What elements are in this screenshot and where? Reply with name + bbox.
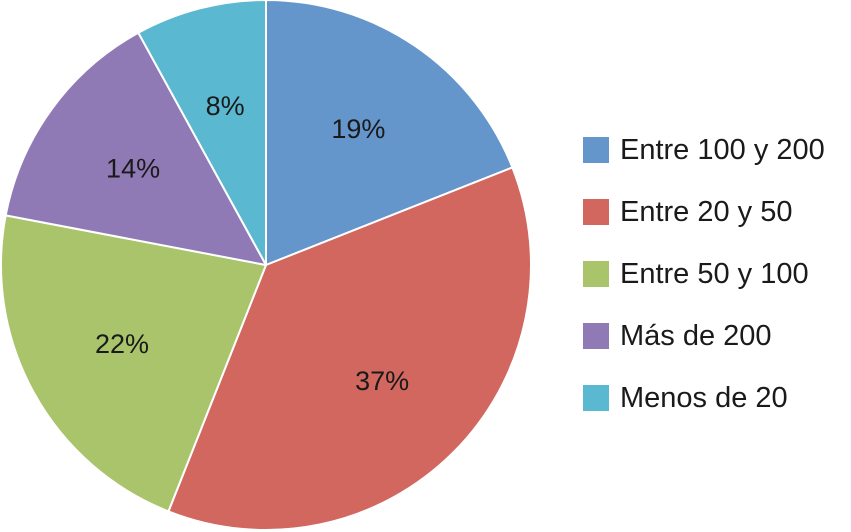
legend-item-entre-100-y-200: Entre 100 y 200 [583,134,825,166]
legend-item-mas-de-200: Más de 200 [583,320,772,352]
legend-item-entre-50-y-100: Entre 50 y 100 [583,258,809,290]
pie-slice-entre-20-y-50 [167,166,532,531]
legend-swatch-entre-50-y-100 [583,261,609,287]
legend-swatch-entre-100-y-200 [583,137,609,163]
legend-label-entre-20-y-50: Entre 20 y 50 [620,196,793,228]
pie-slice-mas-de-200 [4,31,267,266]
slice-label-menos-de-20: 8% [206,91,245,121]
legend-label-menos-de-20: Menos de 20 [620,382,788,414]
legend-label-mas-de-200: Más de 200 [620,320,772,352]
slice-label-entre-20-y-50: 37% [355,366,409,396]
legend-label-entre-100-y-200: Entre 100 y 200 [620,134,825,166]
slice-labels: 19% 37% 22% 14% 8% [95,91,409,396]
pie-slice-menos-de-20 [137,0,267,266]
pie-slice-entre-100-y-200 [265,0,514,266]
slice-label-entre-50-y-100: 22% [95,329,149,359]
legend-label-entre-50-y-100: Entre 50 y 100 [620,258,809,290]
slice-label-entre-100-y-200: 19% [331,114,385,144]
legend-swatch-mas-de-200 [583,323,609,349]
pie-slice-entre-50-y-100 [0,214,267,513]
legend-swatch-entre-20-y-50 [583,199,609,225]
slice-label-mas-de-200: 14% [106,153,160,183]
pie-slices [0,0,532,531]
legend-item-menos-de-20: Menos de 20 [583,382,788,414]
legend: Entre 100 y 200 Entre 20 y 50 Entre 50 y 1… [583,134,825,414]
legend-swatch-menos-de-20 [583,385,609,411]
legend-item-entre-20-y-50: Entre 20 y 50 [583,196,793,228]
